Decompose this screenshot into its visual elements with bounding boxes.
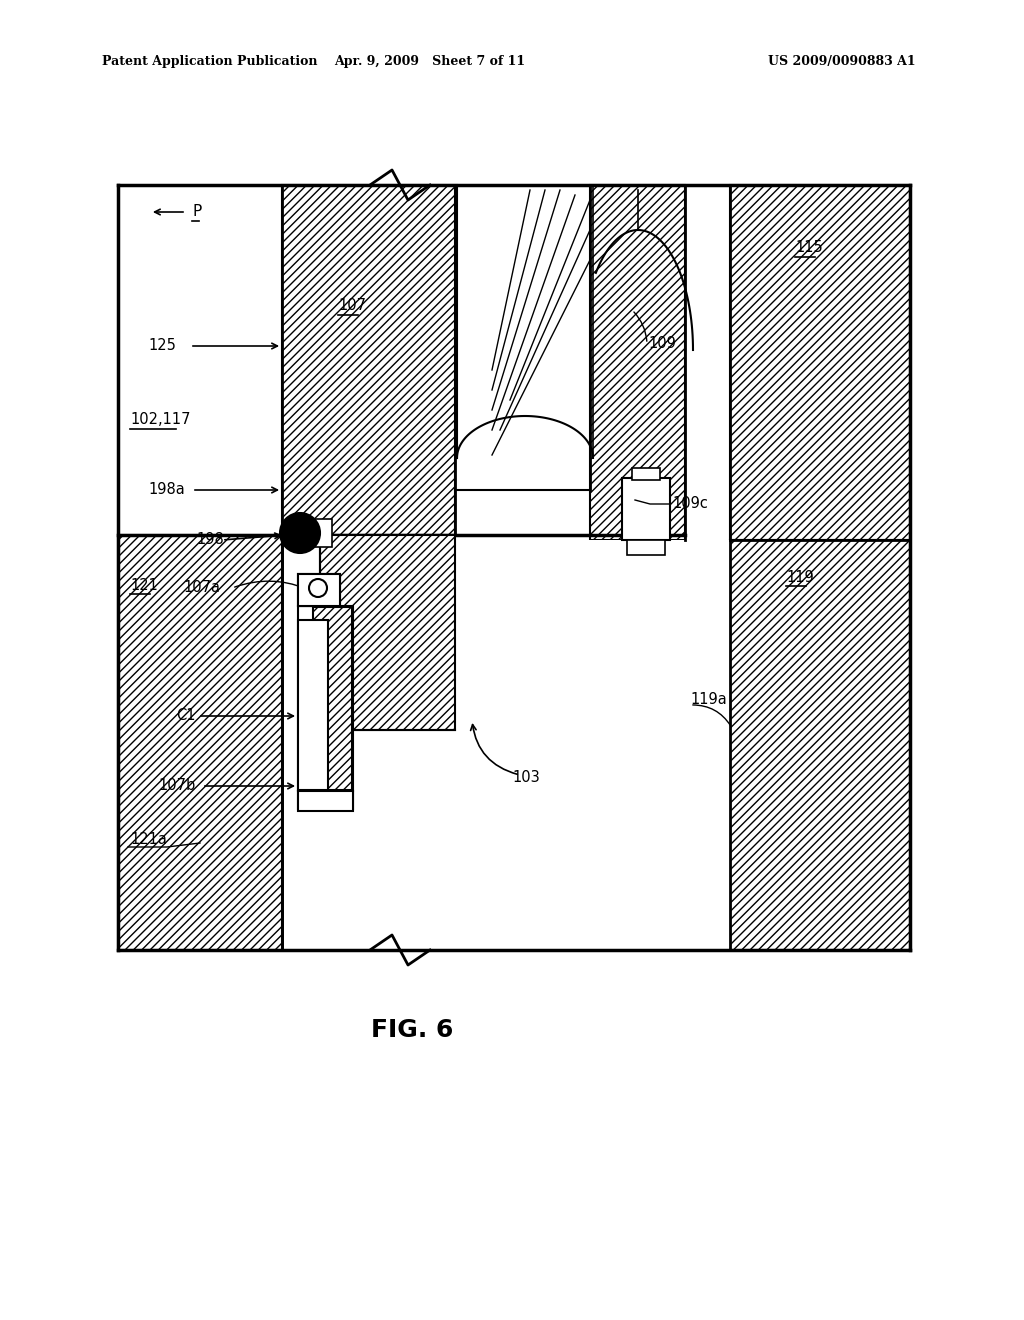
Text: 121a: 121a bbox=[130, 833, 167, 847]
Bar bbox=[282, 185, 455, 535]
Bar bbox=[310, 519, 332, 546]
Text: Apr. 9, 2009   Sheet 7 of 11: Apr. 9, 2009 Sheet 7 of 11 bbox=[335, 55, 525, 69]
Text: P: P bbox=[193, 205, 202, 219]
Text: 121: 121 bbox=[130, 578, 158, 593]
Text: US 2009/0090883 A1: US 2009/0090883 A1 bbox=[768, 55, 916, 69]
Bar bbox=[730, 185, 910, 540]
Bar bbox=[118, 535, 282, 950]
Text: 109c: 109c bbox=[672, 496, 708, 511]
Bar bbox=[313, 607, 352, 789]
Bar bbox=[622, 478, 670, 540]
Bar bbox=[282, 540, 730, 950]
Text: 107b: 107b bbox=[158, 779, 196, 793]
Bar bbox=[298, 791, 353, 809]
Bar bbox=[455, 185, 590, 490]
Text: 107: 107 bbox=[338, 298, 366, 314]
Circle shape bbox=[309, 579, 327, 597]
Bar bbox=[730, 540, 910, 950]
Bar bbox=[590, 185, 685, 540]
Bar bbox=[298, 574, 340, 606]
Text: FIG. 6: FIG. 6 bbox=[371, 1018, 454, 1041]
Bar bbox=[319, 535, 455, 730]
Text: 109: 109 bbox=[648, 337, 676, 351]
Text: 198: 198 bbox=[196, 532, 224, 548]
Text: 103: 103 bbox=[512, 771, 540, 785]
Text: 107a: 107a bbox=[183, 581, 220, 595]
Bar bbox=[298, 606, 353, 791]
Text: C1: C1 bbox=[176, 709, 196, 723]
Bar bbox=[298, 620, 328, 789]
Text: 125: 125 bbox=[148, 338, 176, 354]
Text: 115: 115 bbox=[795, 240, 822, 256]
Bar bbox=[298, 791, 353, 810]
Bar bbox=[298, 574, 340, 606]
Text: Patent Application Publication: Patent Application Publication bbox=[102, 55, 317, 69]
Text: 119: 119 bbox=[786, 569, 814, 585]
Bar bbox=[118, 185, 282, 535]
Bar bbox=[627, 540, 665, 554]
Text: 102,117: 102,117 bbox=[130, 412, 190, 428]
Bar bbox=[632, 469, 660, 480]
Circle shape bbox=[280, 513, 319, 553]
Text: 198a: 198a bbox=[148, 483, 184, 498]
Text: 119a: 119a bbox=[690, 693, 727, 708]
